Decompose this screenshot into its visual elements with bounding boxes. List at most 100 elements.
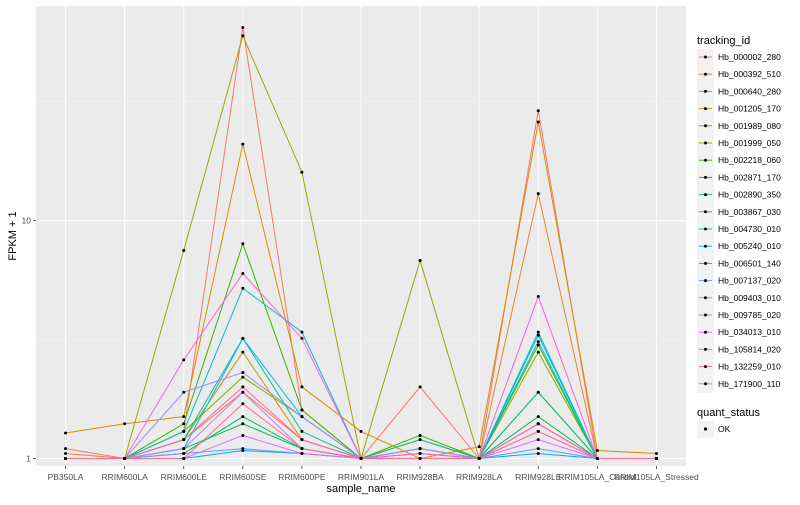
legend-label: Hb_002218_060 [718, 155, 781, 165]
data-point [536, 343, 540, 347]
data-point [536, 390, 540, 394]
data-point [536, 109, 540, 113]
legend-label: Hb_000392_510 [718, 69, 781, 79]
data-point [536, 350, 540, 354]
legend-label: Hb_003867_030 [718, 207, 781, 217]
data-point [536, 333, 540, 337]
data-point [182, 447, 186, 451]
data-point [241, 34, 245, 38]
data-point [477, 457, 481, 461]
legend-item: Hb_004730_010 [697, 221, 781, 238]
legend-key-point [704, 210, 707, 214]
data-point [241, 415, 245, 419]
legend-item: Hb_002890_350 [697, 186, 781, 204]
legend-key-point [704, 55, 707, 59]
data-point [536, 438, 540, 442]
legend-title: tracking_id [697, 35, 750, 47]
legend-item: Hb_001999_050 [697, 135, 781, 152]
legend-label: Hb_034013_010 [718, 327, 781, 337]
legend-item: Hb_007137_020 [697, 272, 781, 290]
legend-label: Hb_105814_020 [718, 344, 781, 354]
data-point [241, 402, 245, 406]
legend-key-point [704, 365, 707, 369]
data-point [64, 431, 68, 435]
legend-label: Hb_171900_110 [718, 379, 781, 389]
legend-key-point [704, 89, 707, 93]
data-point [300, 336, 304, 340]
data-point [182, 358, 186, 362]
legend-key-point [704, 124, 707, 128]
x-tick-label: RRIM105LA_Stressed [614, 472, 699, 482]
data-point [418, 438, 422, 442]
data-point [241, 375, 245, 379]
data-point [300, 330, 304, 334]
data-point [241, 385, 245, 389]
data-point [536, 340, 540, 344]
data-point [182, 438, 186, 442]
x-tick-label: RRIM600PE [278, 472, 326, 482]
legend-item: Hb_132259_010 [697, 358, 781, 376]
legend-label: Hb_132259_010 [718, 362, 781, 372]
data-point [241, 336, 245, 340]
x-tick-label: RRIM901LA [338, 472, 385, 482]
legend-label: Hb_002871_170 [718, 172, 781, 182]
legend-item: Hb_002218_060 [697, 152, 781, 170]
quant-status-legend: quant_status OK [697, 407, 760, 438]
legend-key-point [704, 141, 707, 145]
status-legend-label: OK [718, 424, 731, 434]
legend-label: Hb_009785_020 [718, 310, 781, 320]
status-legend-title: quant_status [697, 407, 760, 419]
legend-label: Hb_000002_280 [718, 52, 781, 62]
data-point [300, 429, 304, 433]
legend-label: Hb_009403_010 [718, 293, 781, 303]
x-tick-label: PB350LA [48, 472, 84, 482]
status-legend-point [703, 427, 708, 431]
x-tick-label: RRIM928BA [396, 472, 444, 482]
legend-key-point [704, 347, 707, 351]
legend-label: Hb_000640_280 [718, 86, 781, 96]
data-point [536, 295, 540, 299]
data-point [182, 451, 186, 455]
data-point [418, 457, 422, 461]
legend-label: Hb_005240_010 [718, 241, 781, 251]
data-point [241, 350, 245, 354]
legend-item: Hb_001989_080 [697, 117, 781, 135]
data-point [595, 457, 599, 461]
data-point [182, 390, 186, 394]
data-point [595, 449, 599, 453]
legend-key-point [704, 330, 707, 334]
data-point [536, 422, 540, 426]
y-tick-label: 1 [26, 454, 31, 464]
data-point [536, 451, 540, 455]
x-tick-label: RRIM600LA [101, 472, 148, 482]
data-point [241, 447, 245, 451]
data-point [536, 120, 540, 124]
legend-label: Hb_007137_020 [718, 276, 781, 286]
legend-key-point [704, 296, 707, 300]
y-axis-title: FPKM + 1 [7, 211, 19, 260]
data-point [182, 422, 186, 426]
x-tick-label: RRIM600SE [219, 472, 267, 482]
legend-item: Hb_009785_020 [697, 307, 781, 324]
legend-key-point [704, 313, 707, 317]
x-tick-label: RRIM928LE [515, 472, 562, 482]
data-point [418, 385, 422, 389]
legend-label: Hb_001205_170 [718, 104, 781, 114]
legend-item: Hb_171900_110 [697, 375, 781, 393]
legend-label: Hb_004730_010 [718, 224, 781, 234]
data-point [418, 259, 422, 263]
data-point [123, 422, 127, 426]
legend-key-point [704, 382, 707, 386]
legend-label: Hb_006501_140 [718, 258, 781, 268]
legend-item: Hb_000392_510 [697, 66, 781, 84]
data-point [241, 390, 245, 394]
data-point [241, 271, 245, 275]
legend-key-point [704, 193, 707, 197]
legend-label: Hb_001999_050 [718, 138, 781, 148]
data-point [654, 451, 658, 455]
legend-item: Hb_006501_140 [697, 255, 781, 273]
data-points [64, 25, 658, 461]
data-point [182, 457, 186, 461]
